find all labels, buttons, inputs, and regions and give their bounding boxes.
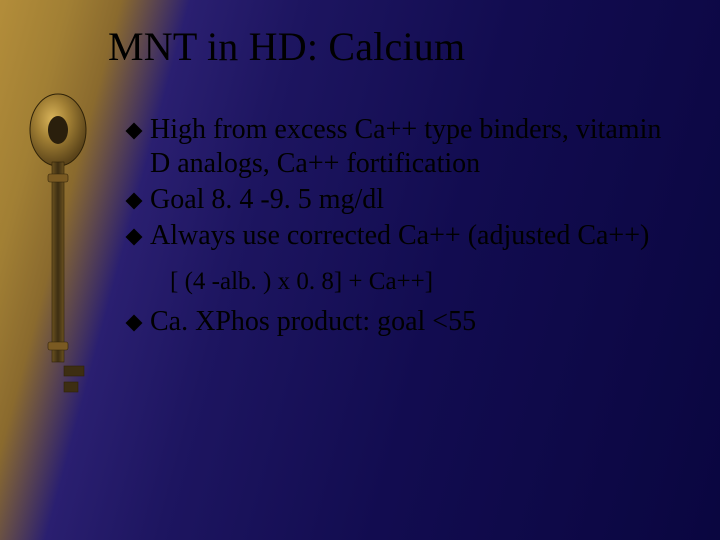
- antique-key-icon: [28, 90, 88, 420]
- bullet-item: Goal 8. 4 -9. 5 mg/dl: [128, 183, 688, 217]
- slide-body: High from excess Ca++ type binders, vita…: [128, 113, 688, 341]
- bullet-item: Always use corrected Ca++ (adjusted Ca++…: [128, 219, 688, 253]
- formula-text: [ (4 -alb. ) x 0. 8] + Ca++]: [170, 264, 688, 299]
- bullet-item: High from excess Ca++ type binders, vita…: [128, 113, 688, 181]
- diamond-bullet-icon: [126, 314, 143, 331]
- bullet-text: Goal 8. 4 -9. 5 mg/dl: [150, 183, 384, 217]
- left-decorative-strip: [0, 0, 105, 540]
- diamond-bullet-icon: [126, 229, 143, 246]
- slide: MNT in HD: Calcium High from excess Ca++…: [0, 0, 720, 540]
- slide-title: MNT in HD: Calcium: [108, 26, 465, 68]
- bullet-item: Ca. XPhos product: goal <55: [128, 305, 688, 339]
- diamond-bullet-icon: [126, 193, 143, 210]
- bullet-text: High from excess Ca++ type binders, vita…: [150, 113, 688, 181]
- bullet-text: Always use corrected Ca++ (adjusted Ca++…: [150, 219, 649, 253]
- diamond-bullet-icon: [126, 123, 143, 140]
- bullet-text: Ca. XPhos product: goal <55: [150, 305, 476, 339]
